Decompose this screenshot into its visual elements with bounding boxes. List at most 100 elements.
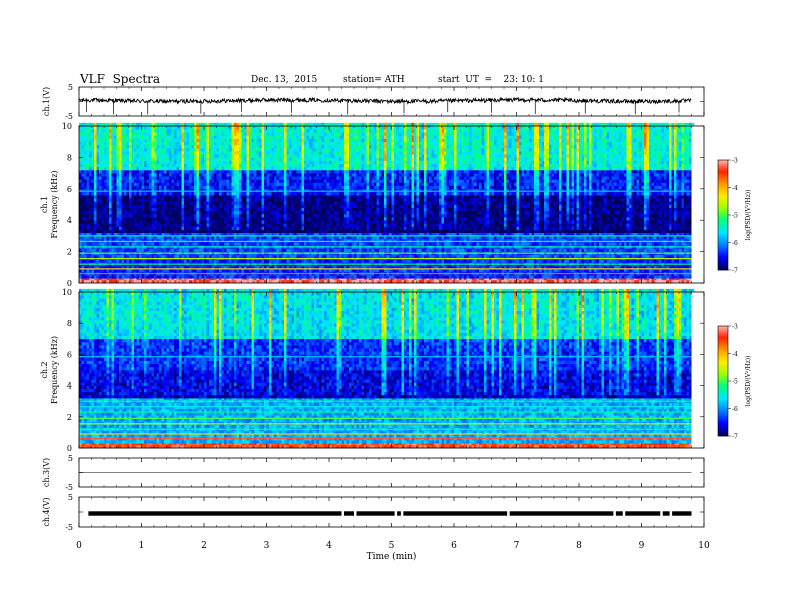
ch1-spectrogram-cell xyxy=(364,279,367,284)
ch1-spectrogram-cell xyxy=(504,268,507,273)
ch1-spectrogram-cell xyxy=(374,226,377,230)
ch1-spectrogram-cell xyxy=(326,268,330,273)
ch1-spectrogram-cell xyxy=(324,239,327,243)
ch1-spectrogram-cell xyxy=(109,235,112,240)
ch1-spectrogram-cell xyxy=(519,259,522,263)
ch1-spectrogram-cell xyxy=(201,259,205,263)
ch1-spectrogram-cell xyxy=(341,279,345,284)
ch1-spectrogram-cell xyxy=(204,242,207,246)
ch1-spectrogram-cell xyxy=(249,268,252,273)
ch1-spectrogram-cell xyxy=(221,259,225,263)
ch1-spectrogram-cell xyxy=(591,275,595,279)
ch1-spectrogram-cell xyxy=(81,268,85,273)
ch1-spectrogram-cell xyxy=(391,229,395,234)
ch1-spectrogram-cell xyxy=(569,242,572,246)
ch1-spectrogram-cell xyxy=(519,275,522,279)
ch1-spectrogram-cell xyxy=(619,226,622,230)
ch1-spectrogram-cell xyxy=(79,232,82,237)
ch1-spectrogram-cell xyxy=(304,268,307,273)
ch1-spectrogram-cell xyxy=(219,275,222,279)
ch1-spectrogram-cell xyxy=(224,232,227,237)
ch1-spectrogram-cell xyxy=(201,235,205,240)
ch1-spectrogram-cell xyxy=(229,239,232,243)
ch1-spectrogram-cell xyxy=(84,242,87,246)
ch1-spectrogram-cell xyxy=(214,223,217,227)
ch1-spectrogram-cell xyxy=(356,239,360,243)
ch1-spectrogram-cell xyxy=(486,239,490,243)
ch1-spectrogram-cell xyxy=(116,279,120,284)
ch1-spectrogram-cell xyxy=(626,248,630,252)
ch1-spectrogram-cell xyxy=(516,275,520,279)
ch1-spectrogram-cell xyxy=(389,229,392,234)
ch1-spectrogram-cell xyxy=(144,232,147,237)
ch1-spectrogram-cell xyxy=(191,226,195,230)
ch1-spectrogram-cell xyxy=(531,226,535,230)
ch1-spectrogram-cell xyxy=(376,268,380,273)
ch1-spectrogram-cell xyxy=(339,239,342,243)
ch1-spectrogram-cell xyxy=(591,279,595,284)
ch1-spectrogram-cell xyxy=(616,268,620,273)
ch1-spectrogram-cell xyxy=(266,242,270,246)
ch1-spectrogram-cell xyxy=(481,268,485,273)
ch1-spectrogram-cell xyxy=(486,268,490,273)
ch1-spectrogram-cell xyxy=(564,268,567,273)
ch1-spectrogram-cell xyxy=(141,268,145,273)
ch1-spectrogram-cell xyxy=(624,235,627,240)
ch1-spectrogram-cell xyxy=(419,242,422,246)
ch1-spectrogram-cell xyxy=(161,265,165,270)
ch1-spectrogram-cell xyxy=(106,229,110,234)
ch1-spectrogram-cell xyxy=(504,265,507,270)
ch1-spectrogram-cell xyxy=(649,254,652,259)
ch1-spectrogram-cell xyxy=(601,232,605,237)
ch1-spectrogram-cell xyxy=(444,268,447,273)
ch1-spectrogram-cell xyxy=(661,232,665,237)
ch1-spectrogram-cell xyxy=(456,279,460,284)
ch1-spectrogram-cell xyxy=(226,279,230,284)
ch1-spectrogram-cell xyxy=(146,239,150,243)
ch1-spectrogram-cell xyxy=(569,279,572,284)
ch1-spectrogram-cell xyxy=(349,242,352,246)
ch1-spectrogram-cell xyxy=(391,254,395,259)
ch1-spectrogram-cell xyxy=(556,265,560,270)
ch1-spectrogram-cell xyxy=(329,279,332,284)
ch1-spectrogram-cell xyxy=(176,242,180,246)
ch1-spectrogram-cell xyxy=(304,239,307,243)
ch1-spectrogram-cell xyxy=(361,223,365,227)
ch1-spectrogram-cell xyxy=(461,248,465,252)
ch1-spectrogram-cell xyxy=(101,248,105,252)
ch1-spectrogram-cell xyxy=(609,242,612,246)
ch1-spectrogram-cell xyxy=(626,226,630,230)
ch1-spectrogram-cell xyxy=(186,268,190,273)
ch1-spectrogram-cell xyxy=(456,239,460,243)
ch1-spectrogram-cell xyxy=(609,229,612,234)
ch1-spectrogram-cell xyxy=(476,265,480,270)
ch1-spectrogram-cell xyxy=(651,232,655,237)
ch1-spectrogram-cell xyxy=(404,275,407,279)
ch1-spectrogram-cell xyxy=(546,259,550,263)
ch1-spectrogram-cell xyxy=(321,259,325,263)
ch1-spectrogram-cell xyxy=(506,239,510,243)
ch1-spectrogram-cell xyxy=(501,254,505,259)
ch1-spectrogram-cell xyxy=(544,275,547,279)
ch1-spectrogram-cell xyxy=(106,248,110,252)
ch1-spectrogram-cell xyxy=(646,248,650,252)
ch1-spectrogram-cell xyxy=(346,235,350,240)
ch1-spectrogram-cell xyxy=(541,259,545,263)
ch1-spectrogram-cell xyxy=(134,239,137,243)
ch1-spectrogram-cell xyxy=(166,242,170,246)
ch1-spectrogram-cell xyxy=(624,275,627,279)
ch1-spectrogram-cell xyxy=(334,265,337,270)
ch1-spectrogram-cell xyxy=(239,265,242,270)
ch1-spectrogram-cell xyxy=(391,248,395,252)
ch1-spectrogram-cell xyxy=(211,248,215,252)
ch1-spectrogram-cell xyxy=(156,275,160,279)
ch1-spectrogram-cell xyxy=(116,265,120,270)
ch1-spectrogram-cell xyxy=(569,248,572,252)
ch1-spectrogram-cell xyxy=(99,235,102,240)
ch1-spectrogram-cell xyxy=(376,235,380,240)
ch1-spectrogram-cell xyxy=(589,268,592,273)
ch1-spectrogram-cell xyxy=(129,223,132,227)
ch1-spectrogram-cell xyxy=(579,232,582,237)
ch1-spectrogram-cell xyxy=(301,248,305,252)
ch1-spectrogram-cell xyxy=(179,254,182,259)
